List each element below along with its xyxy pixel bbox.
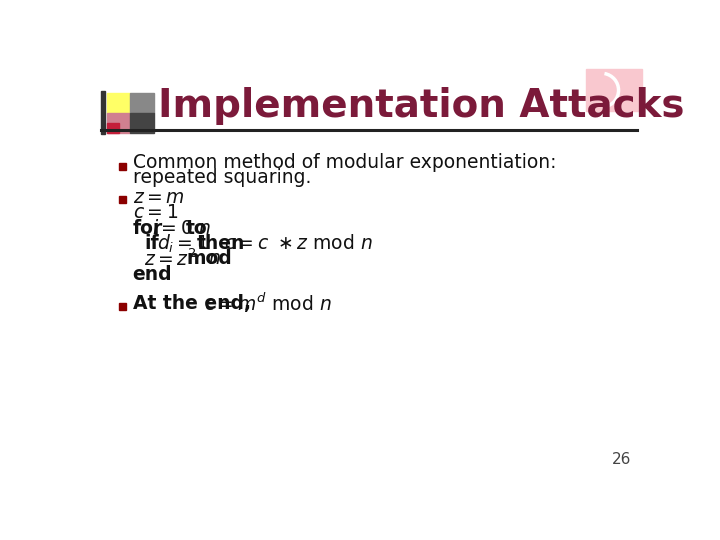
Text: if: if	[144, 234, 159, 253]
Text: end: end	[132, 265, 172, 284]
Text: for: for	[132, 219, 163, 238]
Text: $i = 0$: $i = 0$	[152, 219, 193, 238]
Bar	[120, 303, 127, 309]
Text: $c = m^d\ \mathrm{mod}\ n$: $c = m^d\ \mathrm{mod}\ n$	[204, 292, 332, 315]
Text: $z = m$: $z = m$	[132, 188, 184, 207]
Text: mod: mod	[187, 249, 233, 268]
Bar	[120, 195, 127, 202]
Text: $n$: $n$	[198, 219, 210, 238]
Text: then: then	[197, 234, 246, 253]
Bar	[107, 123, 119, 132]
Text: $n$: $n$	[208, 249, 220, 268]
Text: $c = c\ \ast z\ \mathrm{mod}\ n$: $c = c\ \ast z\ \mathrm{mod}\ n$	[224, 234, 373, 253]
Text: At the end,: At the end,	[132, 294, 251, 313]
Text: $d_i = 1$: $d_i = 1$	[158, 232, 209, 254]
Text: $z = z^2$: $z = z^2$	[144, 248, 197, 269]
Text: to: to	[185, 219, 207, 238]
Bar	[120, 163, 127, 170]
Bar	[101, 91, 104, 134]
Bar	[107, 112, 130, 132]
Text: repeated squaring.: repeated squaring.	[132, 168, 311, 187]
Bar	[130, 92, 153, 112]
Bar	[130, 112, 153, 132]
Text: Implementation Attacks: Implementation Attacks	[158, 86, 685, 125]
Text: 26: 26	[611, 452, 631, 467]
Bar	[107, 92, 130, 112]
Text: Common method of modular exponentiation:: Common method of modular exponentiation:	[132, 153, 556, 172]
FancyBboxPatch shape	[586, 69, 642, 111]
Text: $c = 1$: $c = 1$	[132, 203, 178, 222]
